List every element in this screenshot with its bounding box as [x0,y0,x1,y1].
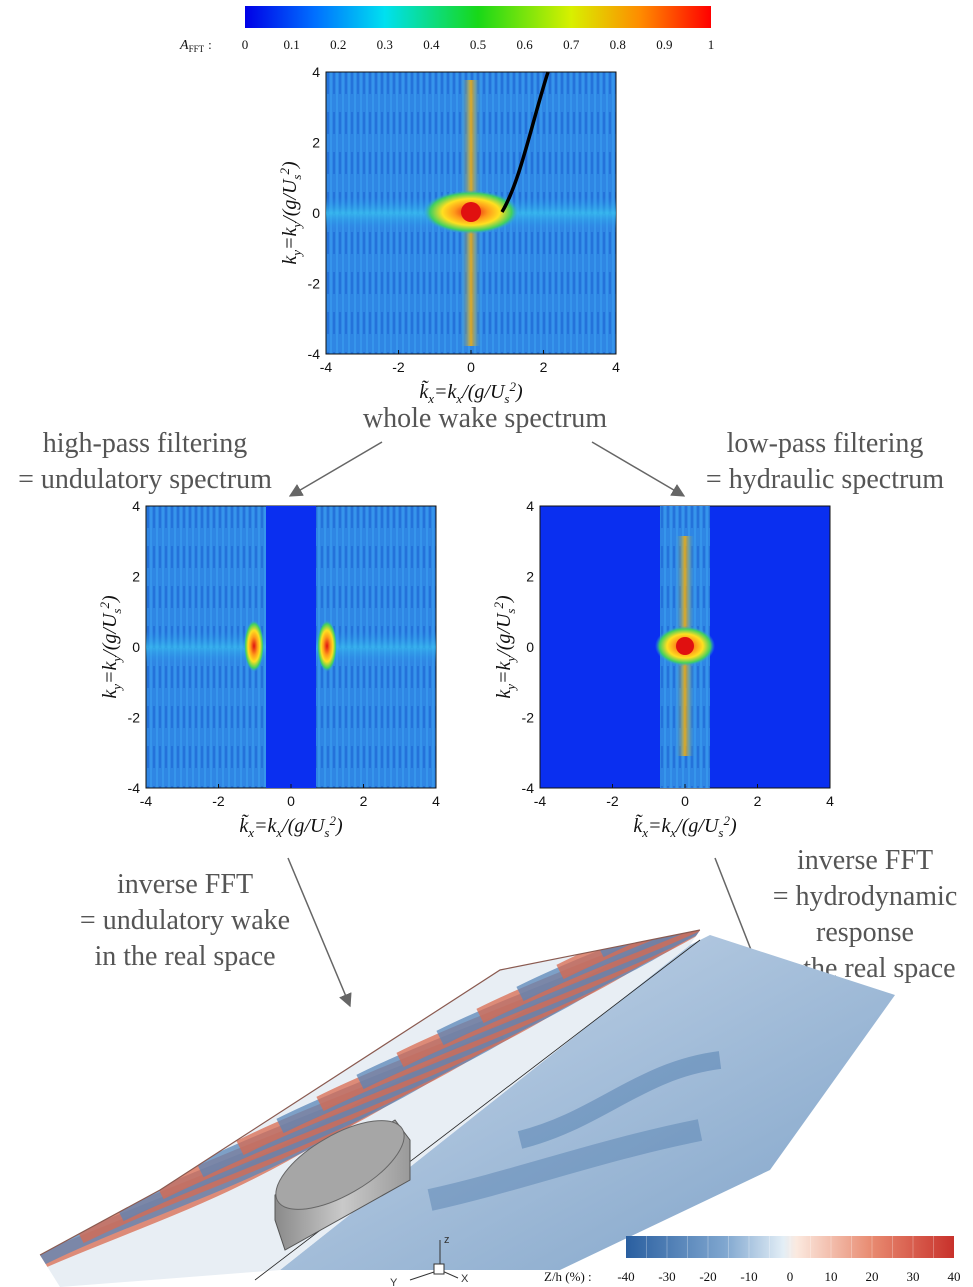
x-tick-label: 0 [287,793,295,809]
y-tick-label: 4 [526,498,534,514]
colorbar-top-tick: 0.2 [330,37,346,52]
colorbar-top-tick: 0.4 [423,37,440,52]
colorbar-top-tick: 1 [708,37,715,52]
caption-inv-right-2: = hydrodynamic [772,881,958,912]
high-pass-x-label: k̃x=kx/(g/Us2) [239,813,343,840]
y-tick-label: -4 [308,346,321,362]
dispersion-curve [500,71,550,213]
high-pass-cut-region [266,506,316,788]
y-tick-label: 0 [132,639,140,655]
caption-inv-left-3: in the real space [94,941,276,972]
ship-hull [274,1119,411,1251]
caption-inv-right-3: response [816,917,914,948]
colorbar-top-tick: 0.9 [656,37,672,52]
y-tick-label: 2 [312,135,320,151]
svg-text:z: z [444,1234,450,1246]
hydro-response-surface [280,935,895,1270]
whole-spectrum-panel: -4 -2 0 2 4 4 2 0 -2 -4 k̃x=kx/(g/Us2) ky=ky/(g/… [270,62,640,408]
high-pass-spectrum-panel: -4 -2 0 2 4 4 2 0 -2 -4 k̃x=kx/(g/Us2) ky=ky/(g/… [90,496,460,842]
caption-inv-right-1: inverse FFT [796,845,934,876]
wake-surface-3d: z Y X [39,929,895,1287]
y-tick-label: 2 [526,569,534,585]
high-pass-y-ticks: 4 2 0 -2 -4 [128,498,141,796]
colorbar-bottom-tick: 30 [907,1269,920,1284]
axis-triad: z Y X [390,1234,469,1287]
whole-spectrum-y-ticks: 4 2 0 -2 -4 [308,64,321,362]
x-tick-label: -2 [212,793,225,809]
x-tick-label: 4 [826,793,834,809]
colorbar-top: AFFT: 0 0.1 0.2 0.3 0.4 0.5 0.6 0.7 0.8 0.9 1 [179,6,715,54]
whole-spectrum-x-ticks: -4 -2 0 2 4 [320,350,620,375]
x-tick-label: 2 [754,793,762,809]
colorbar-top-tick: 0 [242,37,249,52]
colorbar-bottom-tick: 20 [866,1269,879,1284]
low-pass-x-label: k̃x=kx/(g/Us2) [633,813,737,840]
caption-high-pass-2: = undulatory spectrum [18,464,272,495]
colorbar-bottom-tick: 10 [825,1269,838,1284]
x-tick-label: 0 [467,359,475,375]
arrow-to-high-pass [288,441,383,497]
y-tick-label: -2 [308,276,321,292]
colorbar-top-tick: 0.6 [516,37,533,52]
caption-low-pass-2: = hydraulic spectrum [705,464,945,495]
x-tick-label: 2 [540,359,548,375]
colorbar-bottom-tick: -10 [740,1269,757,1284]
low-pass-y-label: ky=ky/(g/Us2) [491,595,518,699]
x-tick-label: -4 [534,793,547,809]
y-tick-label: -4 [128,780,141,796]
arrow-to-undulatory-wake [287,857,352,1008]
x-tick-label: -4 [140,793,153,809]
colorbar-top-gradient [245,6,711,28]
colorbar-bottom-tick: -20 [699,1269,716,1284]
x-tick-label: 4 [612,359,620,375]
y-tick-label: -2 [522,710,535,726]
colorbar-bottom: Z/h (%) : -40 -30 -20 -10 0 10 20 30 40 [544,1236,961,1284]
caption-inv-left-1: inverse FFT [116,869,254,900]
x-tick-label: -2 [392,359,405,375]
colorbar-top-tick: 0.7 [563,37,580,52]
x-tick-label: 2 [360,793,368,809]
colorbar-bottom-gradient [626,1236,954,1258]
y-tick-label: -2 [128,710,141,726]
high-pass-y-label: ky=ky/(g/Us2) [97,595,124,699]
colorbar-bottom-tick: 40 [948,1269,961,1284]
low-pass-x-ticks: -4 -2 0 2 4 [534,784,834,809]
y-tick-label: 2 [132,569,140,585]
colorbar-top-tick: 0.3 [377,37,393,52]
svg-text:Y: Y [390,1277,398,1287]
y-tick-label: 4 [312,64,320,80]
undulatory-wake-surface [40,930,700,1287]
colorbar-bottom-tick: 0 [787,1269,794,1284]
x-tick-label: -2 [606,793,619,809]
low-pass-spectrum-panel: -4 -2 0 2 4 4 2 0 -2 -4 k̃x=kx/(g/Us2) ky=ky/(g/… [484,496,854,842]
caption-high-pass-1: high-pass filtering [42,428,248,459]
colorbar-top-label: AFFT: [179,37,212,54]
x-tick-label: -4 [320,359,333,375]
caption-whole: whole wake spectrum [362,403,608,434]
colorbar-top-tick: 0.5 [470,37,486,52]
high-pass-x-ticks: -4 -2 0 2 4 [140,784,440,809]
colorbar-top-tick: 0.8 [610,37,626,52]
colorbar-bottom-tick: -30 [658,1269,675,1284]
colorbar-top-tick: 0.1 [283,37,299,52]
low-pass-y-ticks: 4 2 0 -2 -4 [522,498,535,796]
colorbar-bottom-label: Z/h (%) : [544,1269,592,1284]
caption-inv-left-2: = undulatory wake [79,905,291,936]
x-tick-label: 0 [681,793,689,809]
x-tick-label: 4 [432,793,440,809]
svg-text:X: X [461,1273,469,1285]
y-tick-label: 0 [312,205,320,221]
colorbar-bottom-tick: -40 [617,1269,634,1284]
y-tick-label: 4 [132,498,140,514]
caption-low-pass-1: low-pass filtering [726,428,924,459]
arrow-to-low-pass [591,441,686,497]
y-tick-label: 0 [526,639,534,655]
y-tick-label: -4 [522,780,535,796]
